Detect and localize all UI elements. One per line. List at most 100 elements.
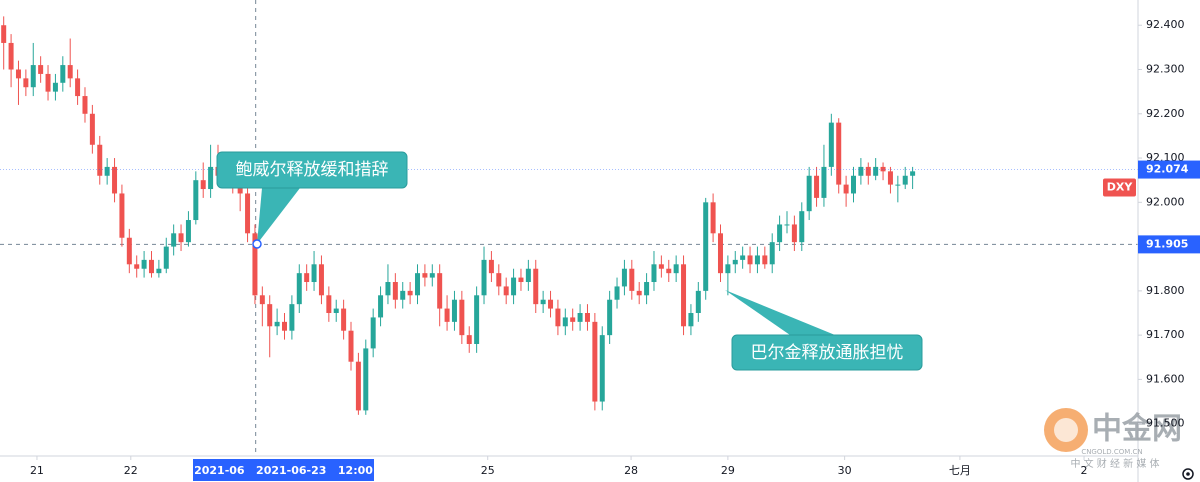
candle-body (104, 166, 110, 176)
callout-text: 鲍威尔释放缓和措辞 (236, 160, 389, 180)
candle-body (555, 308, 561, 327)
candle-body (60, 65, 66, 83)
candle-body (75, 78, 81, 97)
candle-body (119, 193, 125, 238)
candle-body (318, 264, 324, 296)
candle-body (843, 184, 849, 194)
candle-body (178, 233, 184, 243)
y-tick-label: 91.800 (1146, 284, 1185, 297)
candle-body (902, 175, 908, 185)
callout-box (216, 151, 408, 189)
candle-body (695, 290, 701, 314)
candle-body (459, 299, 465, 336)
candle-body (762, 255, 768, 265)
candle-body (370, 317, 376, 349)
candle-body (799, 211, 805, 243)
candle-body (89, 113, 95, 145)
symbol-tag (1103, 178, 1136, 197)
candle-body (873, 166, 879, 176)
candle-body (740, 255, 746, 260)
candle-body (363, 348, 369, 411)
candle-body (562, 317, 568, 327)
candle-body (548, 299, 554, 309)
candle-body (703, 202, 709, 291)
candle-body (570, 317, 576, 322)
candle-body (378, 295, 384, 318)
callout-pointer (725, 290, 835, 335)
candle-body (355, 361, 361, 411)
candle-body (163, 246, 169, 269)
candle-body (666, 268, 672, 274)
candle-body (148, 259, 154, 274)
candle-body (341, 308, 347, 331)
candle-body (895, 184, 901, 186)
candle-body (784, 224, 790, 226)
symbol-tag-text: DXY (1107, 181, 1134, 194)
candle-body (858, 166, 864, 176)
candle-body (134, 264, 140, 269)
y-tick-label: 91.700 (1146, 328, 1185, 341)
x-tick-label: 七月 (949, 464, 971, 477)
callout-box (731, 334, 923, 371)
candle-body (791, 224, 797, 243)
candle-body (511, 277, 517, 296)
crosshair-time-label: 2021-06 2021-06-23 12:00 (194, 464, 373, 477)
candle-body (1, 25, 7, 43)
watermark: 中金网 CNGOLD.COM.CN 中 文 财 经 新 媒 体 (1044, 408, 1182, 470)
candle-body (821, 166, 827, 198)
x-tick-label: 30 (838, 464, 852, 477)
candle-body (474, 295, 480, 344)
candle-body (725, 264, 731, 274)
candle-body (717, 233, 723, 274)
candle-body (710, 202, 716, 234)
candle-body (400, 290, 406, 300)
gear-ring (1182, 468, 1194, 480)
candle-body (481, 259, 487, 296)
candle-body (747, 255, 753, 265)
candle-body (777, 224, 783, 243)
candle-body (599, 335, 605, 402)
watermark-tagline: 中 文 财 经 新 媒 体 (1070, 457, 1159, 470)
candle-body (584, 313, 590, 322)
candle-body (245, 193, 251, 234)
candle-body (769, 242, 775, 265)
candle-body (865, 166, 871, 176)
candle-body (208, 166, 214, 190)
candle-body (385, 282, 391, 296)
x-tick-label: 28 (624, 464, 638, 477)
crosshair-price-label: 91.905 (1146, 237, 1188, 250)
candle-body (112, 166, 118, 194)
candle-body (237, 184, 243, 194)
candle-body (451, 299, 457, 322)
candle-body (311, 264, 317, 283)
candle-body (525, 268, 531, 283)
candle-body (15, 69, 21, 79)
candle-body (304, 273, 310, 283)
candle-body (673, 264, 679, 274)
candle-body (754, 255, 760, 265)
candle-body (171, 233, 177, 247)
candle-body (333, 308, 339, 314)
candle-body (23, 78, 29, 88)
candle-body (444, 308, 450, 322)
callout-pointer (257, 188, 300, 244)
candle-body (200, 180, 206, 190)
candle-body (267, 304, 273, 327)
candle-body (503, 286, 509, 296)
candle-body (577, 313, 583, 322)
settings-gear[interactable] (1182, 468, 1194, 480)
candle-body (185, 220, 191, 243)
watermark-domain: CNGOLD.COM.CN (1081, 448, 1142, 456)
crosshair-time-tag (193, 459, 374, 481)
gear-hub (1186, 472, 1190, 476)
candle-body (126, 237, 132, 265)
candle-body (636, 290, 642, 296)
candle-body (30, 65, 36, 88)
crosshair-price-tag (1138, 235, 1200, 254)
candle-body (422, 273, 428, 278)
y-tick-label: 92.000 (1146, 195, 1185, 208)
watermark-logo-inner (1054, 418, 1078, 442)
callout-text: 巴尔金释放通胀担忧 (751, 343, 904, 363)
candle-body (644, 282, 650, 296)
